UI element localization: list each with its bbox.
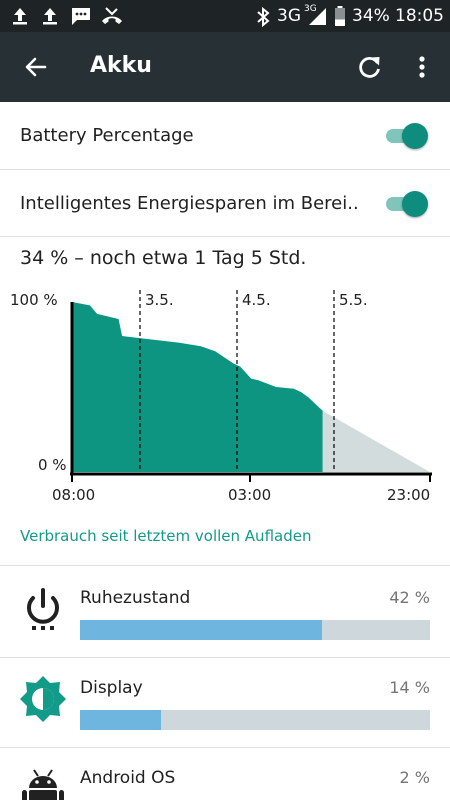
app-name: Android OS bbox=[80, 768, 176, 788]
setting-smart-power-saving[interactable]: Intelligentes Energiesparen im Berei.. bbox=[0, 170, 450, 237]
setting-battery-percentage[interactable]: Battery Percentage bbox=[0, 102, 450, 170]
battery-icon bbox=[335, 6, 345, 26]
battery-percentage-toggle[interactable] bbox=[382, 123, 428, 149]
setting-label: Battery Percentage bbox=[20, 125, 194, 146]
x-tick-label: 08:00 bbox=[52, 486, 95, 504]
network-type: 3G bbox=[277, 6, 301, 26]
android-icon bbox=[22, 769, 64, 800]
app-usage-row[interactable]: Display 14 % bbox=[0, 658, 450, 748]
bluetooth-icon bbox=[257, 6, 270, 28]
refresh-icon[interactable] bbox=[355, 52, 385, 82]
power-icon bbox=[27, 588, 59, 630]
app-usage-row[interactable]: Android OS 2 % bbox=[0, 748, 450, 800]
message-icon bbox=[72, 8, 90, 25]
app-bar: Akku bbox=[0, 32, 450, 102]
brightness-icon bbox=[20, 676, 66, 722]
app-name: Ruhezustand bbox=[80, 588, 191, 608]
y-tick-label: 0 % bbox=[38, 456, 67, 474]
usage-bar bbox=[80, 620, 430, 640]
toggle-thumb bbox=[402, 191, 428, 217]
section-divider bbox=[0, 565, 450, 566]
battery-history-chart: 100 % 0 % 3.5. 4.5. 5.5. 08:00 03:00 23:… bbox=[10, 290, 432, 504]
app-name: Display bbox=[80, 678, 143, 698]
y-tick-label: 100 % bbox=[10, 291, 58, 309]
app-usage-row[interactable]: Ruhezustand 42 % bbox=[0, 568, 450, 658]
upload-icon bbox=[43, 8, 57, 25]
usage-bar-fill bbox=[80, 710, 161, 730]
setting-label: Intelligentes Energiesparen im Berei.. bbox=[20, 193, 359, 214]
x-tick-label: 23:00 bbox=[387, 486, 430, 504]
usage-since-full-charge-link[interactable]: Verbrauch seit letztem vollen Aufladen bbox=[20, 527, 312, 545]
measured-area bbox=[72, 302, 323, 472]
toggle-thumb bbox=[402, 123, 428, 149]
app-percent: 42 % bbox=[389, 588, 430, 607]
usage-bar-fill bbox=[80, 620, 322, 640]
clock: 18:05 bbox=[395, 6, 444, 26]
signal-icon bbox=[309, 8, 326, 25]
network-type-superscript: 3G bbox=[304, 4, 317, 14]
day-marker-label: 4.5. bbox=[242, 291, 271, 309]
upload-icon bbox=[13, 8, 27, 25]
projection-area bbox=[322, 410, 430, 472]
battery-percent-text: 34% bbox=[352, 6, 390, 26]
usage-bar bbox=[80, 710, 430, 730]
battery-summary: 34 % – noch etwa 1 Tag 5 Std. bbox=[20, 247, 307, 269]
app-percent: 2 % bbox=[399, 768, 430, 787]
day-marker-label: 3.5. bbox=[145, 291, 174, 309]
smart-power-saving-toggle[interactable] bbox=[382, 191, 428, 217]
page-title: Akku bbox=[90, 53, 152, 78]
missed-call-icon bbox=[102, 7, 122, 24]
more-vert-icon[interactable] bbox=[407, 52, 437, 82]
back-arrow-icon[interactable] bbox=[21, 52, 51, 82]
status-bar: 3G 3G 34% 18:05 bbox=[0, 0, 450, 32]
day-marker-label: 5.5. bbox=[339, 291, 368, 309]
app-percent: 14 % bbox=[389, 678, 430, 697]
x-tick-label: 03:00 bbox=[228, 486, 271, 504]
